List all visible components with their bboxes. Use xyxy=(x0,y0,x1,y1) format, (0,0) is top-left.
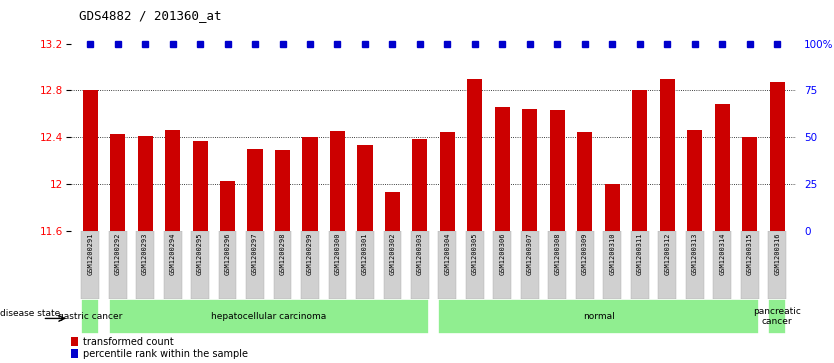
Bar xyxy=(440,132,455,231)
Text: GSM1200291: GSM1200291 xyxy=(87,233,93,275)
Bar xyxy=(658,231,676,299)
Text: GSM1200315: GSM1200315 xyxy=(746,233,753,275)
Bar xyxy=(71,338,78,346)
Bar xyxy=(439,231,456,299)
Bar xyxy=(742,137,757,231)
Bar xyxy=(715,104,730,231)
Bar xyxy=(246,231,264,299)
Bar xyxy=(522,109,537,231)
Bar xyxy=(108,231,127,299)
Bar xyxy=(549,231,566,299)
Bar xyxy=(713,231,731,299)
Text: GSM1200292: GSM1200292 xyxy=(114,233,121,275)
Bar xyxy=(110,134,125,231)
Bar xyxy=(356,231,374,299)
Bar xyxy=(577,132,592,231)
Text: GSM1200293: GSM1200293 xyxy=(142,233,148,275)
Bar xyxy=(219,231,237,299)
Text: GSM1200294: GSM1200294 xyxy=(169,233,176,275)
Bar xyxy=(467,79,482,231)
Bar xyxy=(439,299,759,334)
Bar xyxy=(768,231,786,299)
Bar xyxy=(687,130,702,231)
Bar xyxy=(631,231,649,299)
Bar xyxy=(191,231,209,299)
Bar xyxy=(521,231,539,299)
Bar xyxy=(660,79,675,231)
Bar xyxy=(83,90,98,231)
Bar xyxy=(358,145,373,231)
Bar xyxy=(220,182,235,231)
Text: GSM1200312: GSM1200312 xyxy=(665,233,671,275)
Text: GSM1200299: GSM1200299 xyxy=(307,233,313,275)
Bar xyxy=(329,231,346,299)
Bar xyxy=(165,130,180,231)
Bar xyxy=(741,231,759,299)
Bar xyxy=(466,231,484,299)
Text: GSM1200307: GSM1200307 xyxy=(527,233,533,275)
Text: GSM1200295: GSM1200295 xyxy=(197,233,203,275)
Bar xyxy=(550,110,565,231)
Text: gastric cancer: gastric cancer xyxy=(58,312,123,321)
Bar xyxy=(384,231,401,299)
Bar xyxy=(768,299,786,334)
Bar xyxy=(686,231,704,299)
Text: GSM1200300: GSM1200300 xyxy=(334,233,340,275)
Text: GDS4882 / 201360_at: GDS4882 / 201360_at xyxy=(79,9,222,22)
Text: GSM1200310: GSM1200310 xyxy=(610,233,615,275)
Bar xyxy=(303,137,318,231)
Bar xyxy=(275,150,290,231)
Text: GSM1200308: GSM1200308 xyxy=(555,233,560,275)
Bar xyxy=(136,231,154,299)
Bar xyxy=(108,299,429,334)
Bar xyxy=(632,90,647,231)
Text: disease state: disease state xyxy=(0,309,60,318)
Bar xyxy=(576,231,594,299)
Text: GSM1200313: GSM1200313 xyxy=(691,233,698,275)
Text: GSM1200316: GSM1200316 xyxy=(774,233,781,275)
Bar xyxy=(81,299,99,334)
Bar xyxy=(770,82,785,231)
Bar xyxy=(193,140,208,231)
Text: GSM1200303: GSM1200303 xyxy=(417,233,423,275)
Text: GSM1200296: GSM1200296 xyxy=(224,233,230,275)
Bar xyxy=(163,231,182,299)
Text: GSM1200309: GSM1200309 xyxy=(582,233,588,275)
Text: GSM1200305: GSM1200305 xyxy=(472,233,478,275)
Bar xyxy=(301,231,319,299)
Text: GSM1200304: GSM1200304 xyxy=(445,233,450,275)
Bar xyxy=(81,231,99,299)
Bar xyxy=(605,184,620,231)
Bar xyxy=(274,231,291,299)
Bar xyxy=(412,139,428,231)
Bar xyxy=(385,192,400,231)
Text: percentile rank within the sample: percentile rank within the sample xyxy=(83,349,248,359)
Bar xyxy=(71,349,78,358)
Text: transformed count: transformed count xyxy=(83,337,173,347)
Bar xyxy=(330,131,345,231)
Bar xyxy=(248,149,263,231)
Bar xyxy=(603,231,621,299)
Text: GSM1200302: GSM1200302 xyxy=(389,233,395,275)
Text: GSM1200297: GSM1200297 xyxy=(252,233,258,275)
Text: pancreatic
cancer: pancreatic cancer xyxy=(753,307,801,326)
Bar xyxy=(495,107,510,231)
Text: GSM1200311: GSM1200311 xyxy=(637,233,643,275)
Text: GSM1200298: GSM1200298 xyxy=(279,233,285,275)
Text: GSM1200306: GSM1200306 xyxy=(500,233,505,275)
Text: normal: normal xyxy=(583,312,615,321)
Bar xyxy=(494,231,511,299)
Text: hepatocellular carcinoma: hepatocellular carcinoma xyxy=(211,312,326,321)
Bar xyxy=(138,136,153,231)
Text: GSM1200314: GSM1200314 xyxy=(719,233,726,275)
Text: GSM1200301: GSM1200301 xyxy=(362,233,368,275)
Bar xyxy=(411,231,429,299)
